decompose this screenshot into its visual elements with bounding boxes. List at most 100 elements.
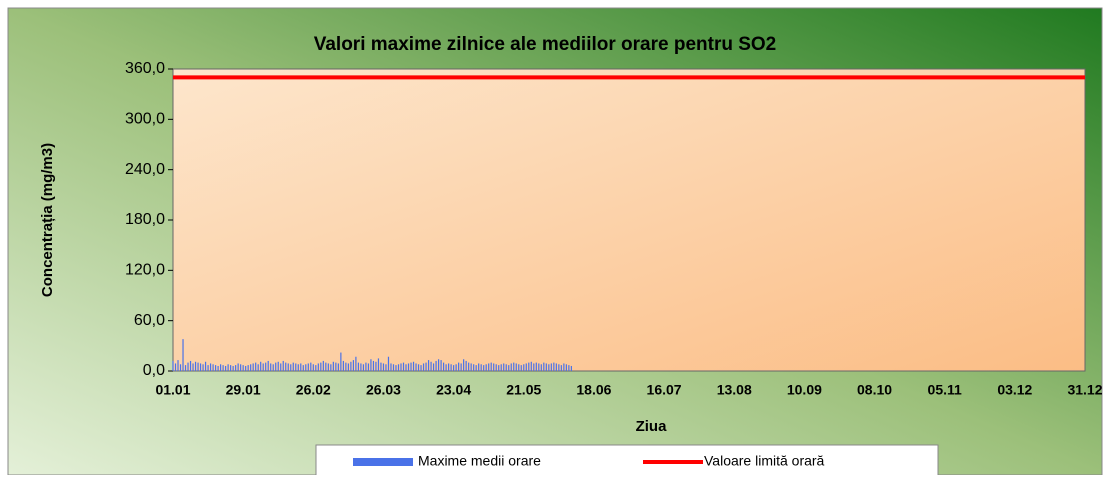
- bar: [375, 361, 377, 371]
- bar: [252, 363, 254, 371]
- y-tick-label: 0,0: [143, 362, 165, 379]
- bar: [330, 364, 332, 371]
- x-tick-label: 10.09: [787, 382, 822, 398]
- bar: [390, 363, 392, 371]
- bar: [335, 362, 337, 371]
- bar: [182, 339, 184, 371]
- bar: [515, 363, 517, 371]
- bar: [508, 365, 510, 371]
- bar: [322, 360, 324, 371]
- bar: [247, 365, 249, 371]
- bar: [458, 362, 460, 371]
- legend: [315, 444, 939, 480]
- bar: [565, 364, 567, 371]
- y-tick-label: 360,0: [125, 60, 165, 77]
- bar: [432, 363, 435, 371]
- bar: [194, 361, 197, 371]
- x-tick-label: 18.06: [576, 382, 611, 398]
- bar: [197, 362, 199, 371]
- bar: [560, 365, 562, 371]
- bar: [392, 364, 395, 371]
- bar: [277, 361, 279, 371]
- bar: [207, 365, 209, 371]
- bar: [267, 360, 269, 371]
- bar: [362, 364, 365, 371]
- bar: [513, 362, 515, 371]
- bar: [510, 363, 512, 371]
- bar: [255, 362, 257, 371]
- bar: [184, 365, 187, 371]
- bar: [427, 360, 430, 371]
- y-tick-label: 240,0: [125, 161, 165, 178]
- bar: [570, 365, 572, 371]
- bar: [302, 365, 304, 371]
- bar: [327, 363, 329, 371]
- bar: [245, 365, 247, 371]
- bar: [410, 362, 412, 371]
- bar: [540, 364, 542, 371]
- bar: [385, 364, 387, 371]
- bar: [212, 364, 214, 371]
- x-tick-label: 21.05: [506, 382, 541, 398]
- x-tick-label: 29.01: [226, 382, 261, 398]
- bar: [448, 363, 450, 371]
- bar: [382, 363, 385, 371]
- bar: [305, 364, 307, 371]
- bar: [395, 365, 397, 371]
- bar: [407, 363, 410, 371]
- bar: [345, 362, 347, 371]
- x-tick-label: 05.11: [928, 382, 962, 398]
- bar: [465, 360, 467, 371]
- x-tick-label: 26.03: [366, 382, 401, 398]
- bar: [478, 363, 480, 371]
- bar: [227, 364, 229, 371]
- bar: [172, 360, 174, 371]
- bar: [285, 362, 287, 371]
- bar: [367, 363, 370, 371]
- bar: [450, 364, 452, 371]
- bar: [357, 362, 360, 371]
- bar: [332, 361, 334, 371]
- x-tick-label: 26.02: [296, 382, 331, 398]
- bar: [490, 362, 492, 371]
- bar: [425, 362, 427, 371]
- bar: [528, 362, 530, 371]
- bar: [337, 363, 339, 371]
- y-tick-label: 300,0: [125, 111, 165, 128]
- bar: [222, 365, 224, 371]
- bar: [468, 362, 470, 371]
- bar: [550, 363, 552, 371]
- bar: [320, 362, 322, 371]
- bar: [312, 364, 314, 371]
- bar: [365, 362, 367, 371]
- bar: [237, 363, 239, 371]
- plot-area: [172, 68, 1086, 372]
- legend-swatch: [353, 458, 413, 466]
- bar: [282, 360, 284, 371]
- x-tick-label: 13.08: [717, 382, 752, 398]
- bar: [377, 358, 380, 371]
- bar: [495, 364, 497, 371]
- bar: [543, 362, 545, 371]
- bar: [568, 365, 570, 371]
- bar: [435, 360, 437, 371]
- legend-label: Valoare limită orară: [704, 453, 825, 469]
- bar: [242, 365, 244, 371]
- bar: [400, 363, 402, 371]
- y-tick-label: 120,0: [125, 262, 165, 279]
- bar: [402, 362, 405, 371]
- bar: [217, 365, 219, 371]
- x-tick-label: 23.04: [436, 382, 471, 398]
- bar: [397, 364, 400, 371]
- bar: [262, 363, 264, 371]
- bar: [225, 365, 227, 371]
- bar: [360, 363, 362, 371]
- bar: [493, 363, 495, 371]
- bar: [503, 363, 505, 371]
- bar: [179, 364, 182, 371]
- x-axis-title: Ziua: [636, 418, 667, 435]
- bar: [290, 364, 292, 371]
- bar: [533, 363, 535, 371]
- bar: [518, 364, 520, 371]
- bar: [315, 365, 317, 371]
